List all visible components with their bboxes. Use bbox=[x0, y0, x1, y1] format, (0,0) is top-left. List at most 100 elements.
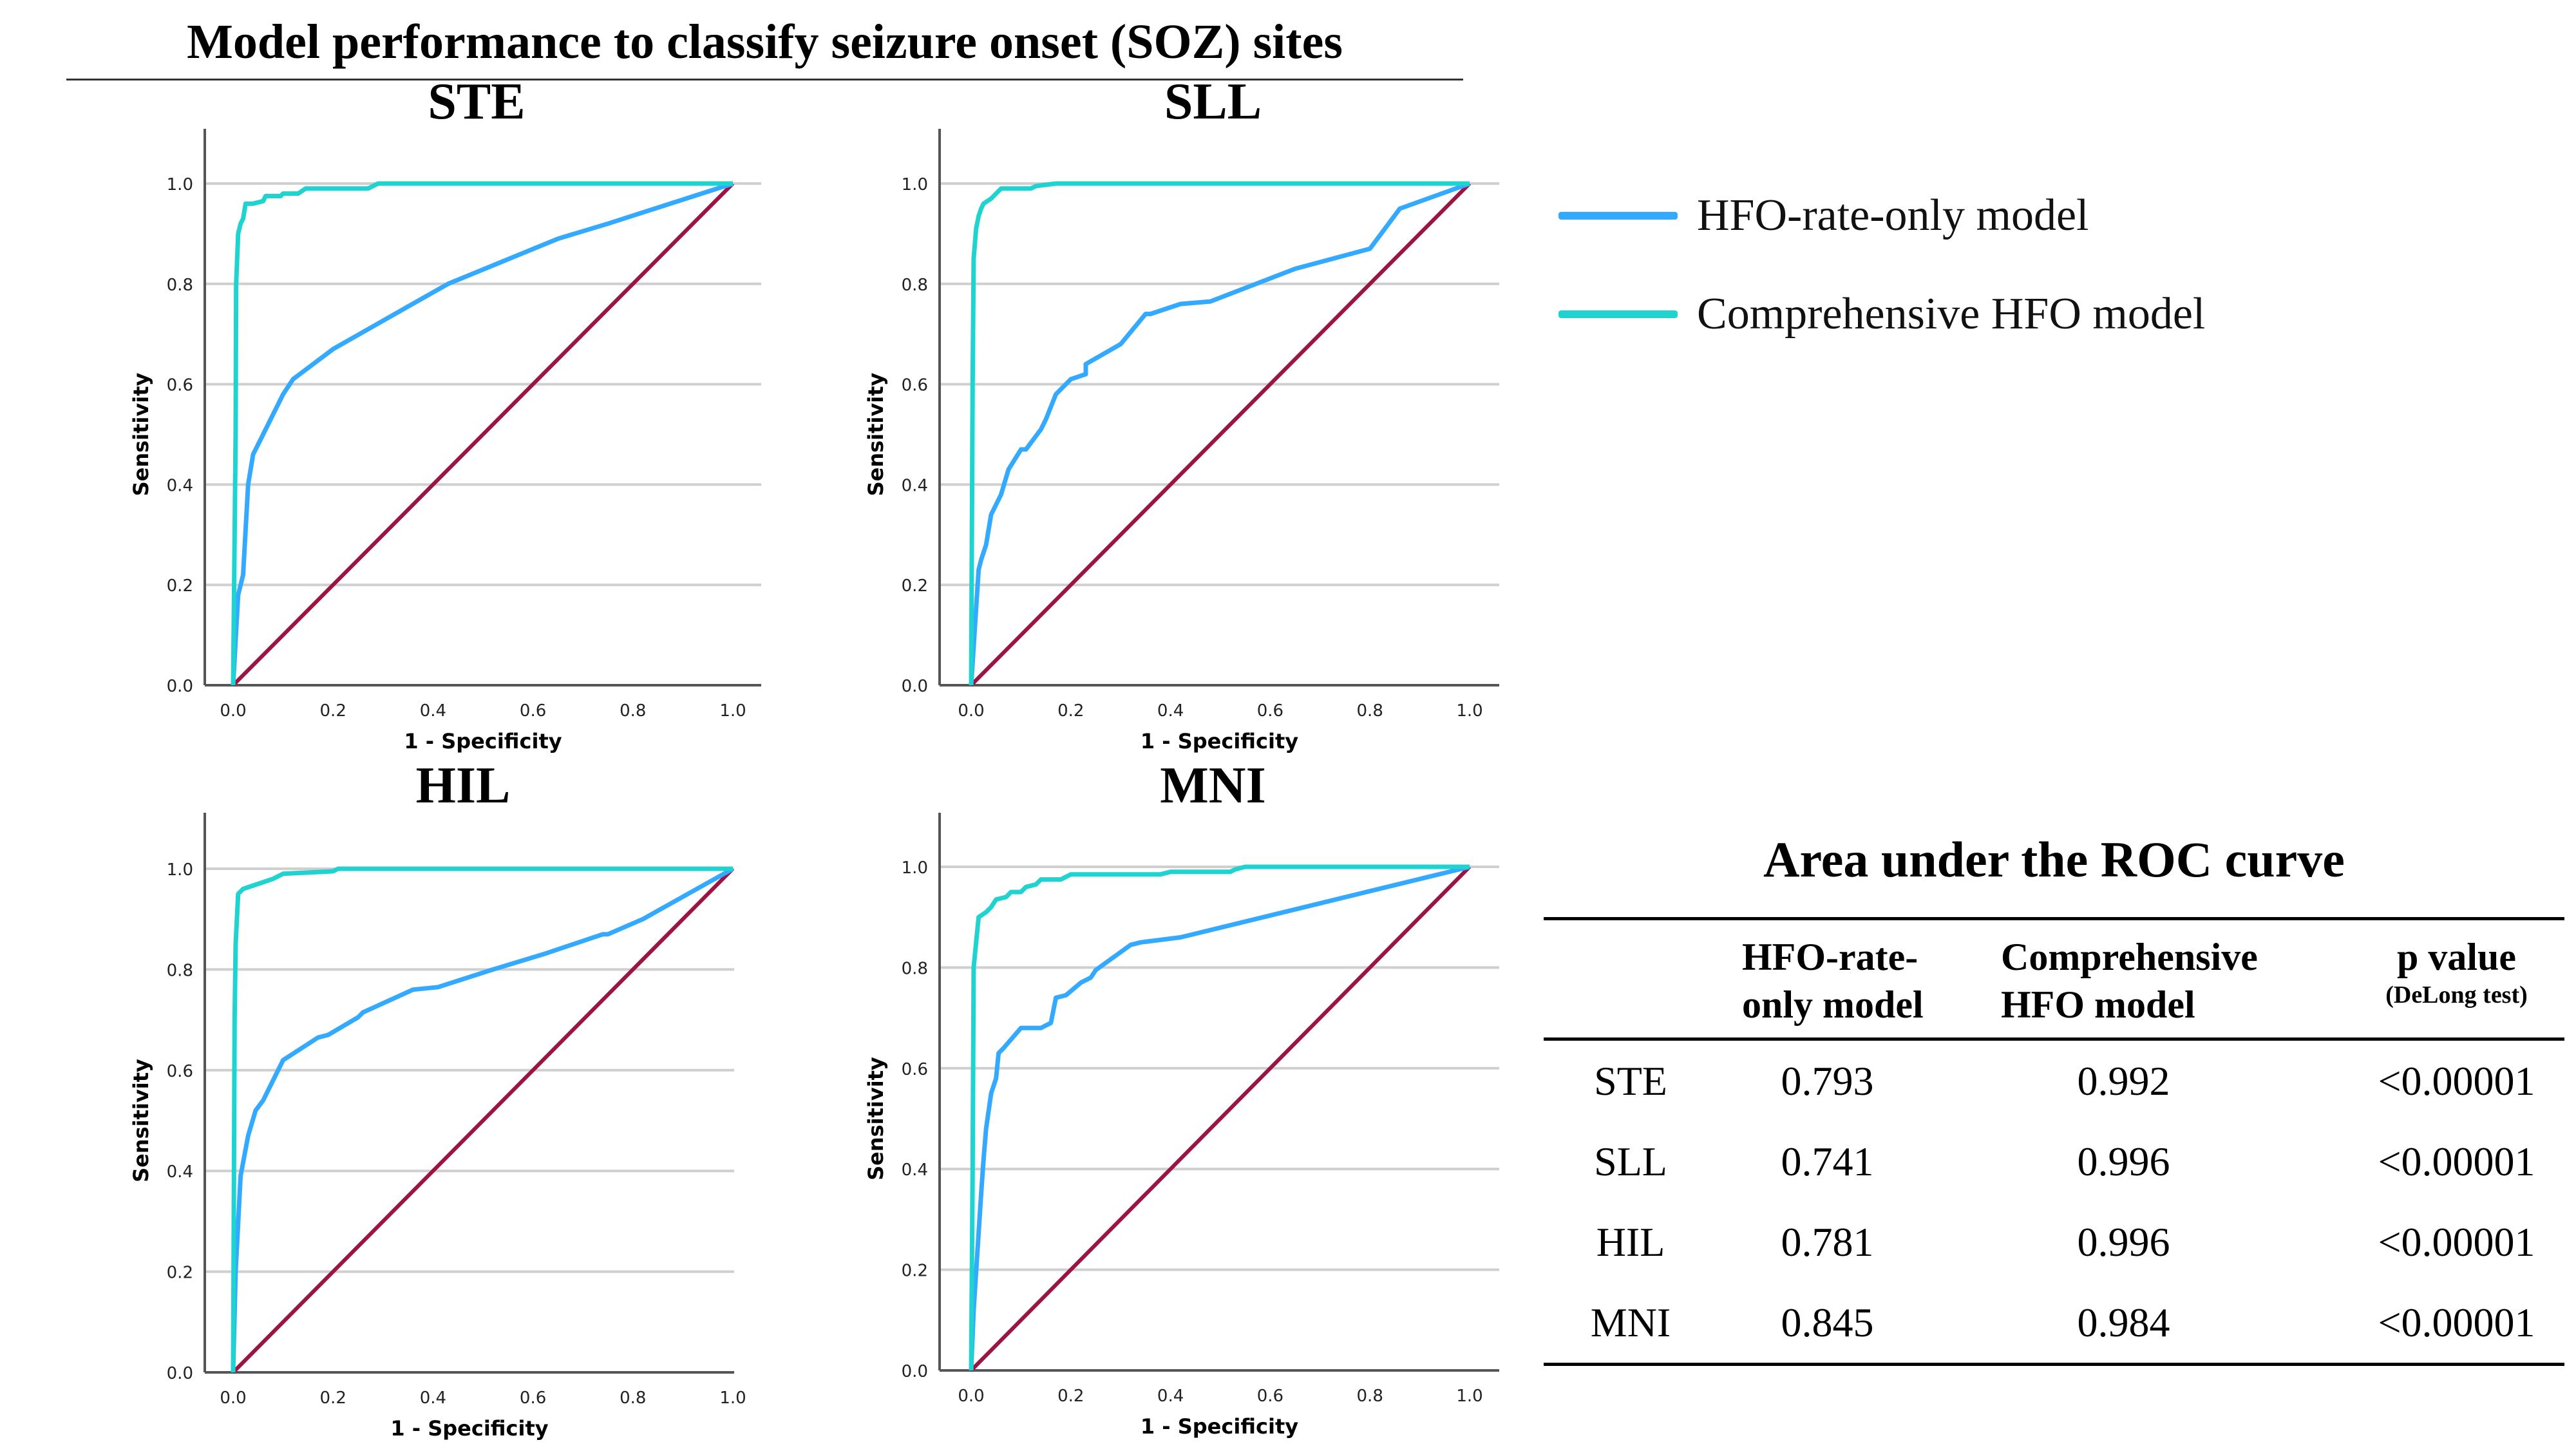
y-tick-label: 0.8 bbox=[902, 276, 928, 295]
roc-chart-ste: STE 0.0 0.2 0.4 0.6 0.8 1.0 0.0 0.2 0.4 0.6 0.8 1.0 1… bbox=[129, 73, 761, 753]
y-axis-label: Sensitivity bbox=[129, 1059, 153, 1182]
x-axis-label: 1 - Specificity bbox=[404, 729, 562, 753]
x-tick-label: 0.0 bbox=[220, 1388, 246, 1408]
x-tick-label: 0.6 bbox=[520, 701, 546, 721]
series-line-comprehensive bbox=[231, 181, 733, 686]
series-line-comprehensive bbox=[969, 864, 1470, 1371]
series-line-rate-only bbox=[231, 181, 734, 686]
y-tick-label: 0.8 bbox=[167, 961, 193, 980]
x-tick-label: 0.2 bbox=[320, 701, 346, 721]
x-tick-label: 0.4 bbox=[420, 701, 446, 721]
figure-title: Model performance to classify seizure on… bbox=[187, 15, 1343, 69]
cell-p-value: <0.00001 bbox=[2378, 1299, 2535, 1345]
x-tick-label: 1.0 bbox=[1456, 701, 1482, 721]
x-tick-label: 0.0 bbox=[958, 701, 984, 721]
chart-title: SLL bbox=[1164, 73, 1262, 130]
y-axis-label: Sensitivity bbox=[864, 1057, 888, 1180]
reference-line bbox=[231, 867, 735, 1374]
x-tick-label: 0.6 bbox=[520, 1388, 546, 1408]
auc-table-title: Area under the ROC curve bbox=[1763, 831, 2345, 887]
x-tick-label: 0.4 bbox=[1157, 701, 1184, 721]
x-tick-label: 0.0 bbox=[958, 1387, 984, 1406]
y-tick-label: 0.6 bbox=[167, 376, 193, 395]
roc-chart-hil: HIL 0.0 0.2 0.4 0.6 0.8 1.0 0.0 0.2 0.4 0.6 0.8 1.0 1… bbox=[129, 757, 746, 1441]
header-comprehensive: Comprehensive HFO model bbox=[2001, 936, 2258, 1026]
cell-p-value: <0.00001 bbox=[2378, 1138, 2535, 1184]
legend-swatch-comprehensive bbox=[1558, 310, 1678, 318]
cell-rate-only: 0.793 bbox=[1781, 1057, 1874, 1104]
x-tick-label: 0.8 bbox=[1357, 1387, 1383, 1406]
y-tick-label: 0.4 bbox=[902, 476, 928, 495]
reference-line bbox=[969, 865, 1472, 1372]
y-tick-label: 0.4 bbox=[167, 476, 193, 495]
row-site: SLL bbox=[1594, 1138, 1667, 1184]
legend-item-comprehensive: Comprehensive HFO model bbox=[1558, 289, 2205, 340]
cell-comprehensive: 0.984 bbox=[2077, 1299, 2170, 1345]
x-tick-label: 0.8 bbox=[1357, 701, 1383, 721]
roc-chart-mni: MNI 0.0 0.2 0.4 0.6 0.8 1.0 0.0 0.2 0.4 0.6 0.8 1.0 1… bbox=[864, 757, 1499, 1439]
cell-comprehensive: 0.996 bbox=[2077, 1218, 2170, 1265]
cell-p-value: <0.00001 bbox=[2378, 1218, 2535, 1265]
row-site: MNI bbox=[1590, 1299, 1671, 1345]
y-tick-label: 0.6 bbox=[167, 1062, 193, 1081]
series-line-rate-only bbox=[231, 866, 734, 1373]
table-row: HIL 0.781 0.996 <0.00001 bbox=[1544, 1202, 2564, 1282]
legend-item-rate-only: HFO-rate-only model bbox=[1558, 190, 2088, 242]
x-tick-label: 0.2 bbox=[1057, 1387, 1084, 1406]
chart-title: MNI bbox=[1160, 757, 1265, 814]
y-tick-label: 0.6 bbox=[902, 1060, 928, 1079]
x-tick-label: 0.2 bbox=[1057, 701, 1084, 721]
x-tick-label: 0.4 bbox=[1157, 1387, 1184, 1406]
y-tick-label: 0.2 bbox=[167, 576, 193, 596]
y-tick-label: 0.0 bbox=[902, 677, 928, 696]
y-tick-label: 1.0 bbox=[167, 860, 193, 880]
y-tick-label: 0.8 bbox=[167, 276, 193, 295]
series-line-comprehensive bbox=[231, 866, 733, 1373]
y-tick-label: 0.4 bbox=[902, 1160, 928, 1180]
y-tick-label: 1.0 bbox=[902, 175, 928, 194]
y-tick-label: 0.8 bbox=[902, 959, 928, 978]
chart-title: STE bbox=[428, 73, 525, 130]
y-tick-label: 0.0 bbox=[167, 1364, 193, 1383]
y-tick-label: 1.0 bbox=[902, 858, 928, 878]
x-axis-label: 1 - Specificity bbox=[1141, 729, 1298, 753]
y-tick-label: 1.0 bbox=[167, 175, 193, 194]
cell-rate-only: 0.781 bbox=[1781, 1218, 1874, 1265]
y-tick-label: 0.2 bbox=[902, 1262, 928, 1281]
cell-rate-only: 0.845 bbox=[1781, 1299, 1874, 1345]
series-line-comprehensive bbox=[969, 181, 1470, 686]
table-header-row: HFO-rate-only model Comprehensive HFO mod… bbox=[1544, 919, 2564, 1039]
title-underline bbox=[66, 79, 1463, 80]
cell-comprehensive: 0.992 bbox=[2077, 1057, 2170, 1104]
header-site bbox=[1544, 919, 1718, 1039]
chart-title: HIL bbox=[416, 757, 511, 814]
x-axis-label: 1 - Specificity bbox=[1141, 1414, 1298, 1439]
cell-rate-only: 0.741 bbox=[1781, 1138, 1874, 1184]
legend-swatch-rate-only bbox=[1558, 212, 1678, 220]
table-row: MNI 0.845 0.984 <0.00001 bbox=[1544, 1282, 2564, 1365]
x-tick-label: 1.0 bbox=[719, 1388, 746, 1408]
table-row: SLL 0.741 0.996 <0.00001 bbox=[1544, 1121, 2564, 1202]
x-tick-label: 1.0 bbox=[1456, 1387, 1482, 1406]
auc-table: HFO-rate-only model Comprehensive HFO mod… bbox=[1544, 917, 2564, 1366]
row-site: HIL bbox=[1596, 1218, 1665, 1265]
reference-line bbox=[231, 182, 735, 687]
y-tick-label: 0.4 bbox=[167, 1162, 193, 1182]
y-tick-label: 0.0 bbox=[167, 677, 193, 696]
x-axis-label: 1 - Specificity bbox=[390, 1416, 548, 1441]
series-line-rate-only bbox=[969, 864, 1470, 1371]
legend-label: Comprehensive HFO model bbox=[1697, 289, 2206, 339]
y-axis-label: Sensitivity bbox=[129, 372, 153, 496]
table-row: STE 0.793 0.992 <0.00001 bbox=[1544, 1039, 2564, 1122]
cell-p-value: <0.00001 bbox=[2378, 1057, 2535, 1104]
y-tick-label: 0.0 bbox=[902, 1362, 928, 1381]
y-axis-label: Sensitivity bbox=[864, 372, 888, 496]
reference-line bbox=[969, 182, 1472, 687]
x-tick-label: 0.6 bbox=[1257, 701, 1283, 721]
y-tick-label: 0.6 bbox=[902, 376, 928, 395]
x-tick-label: 0.4 bbox=[420, 1388, 446, 1408]
x-tick-label: 0.8 bbox=[620, 701, 646, 721]
legend-label: HFO-rate-only model bbox=[1697, 191, 2089, 240]
series-line-rate-only bbox=[969, 181, 1471, 686]
